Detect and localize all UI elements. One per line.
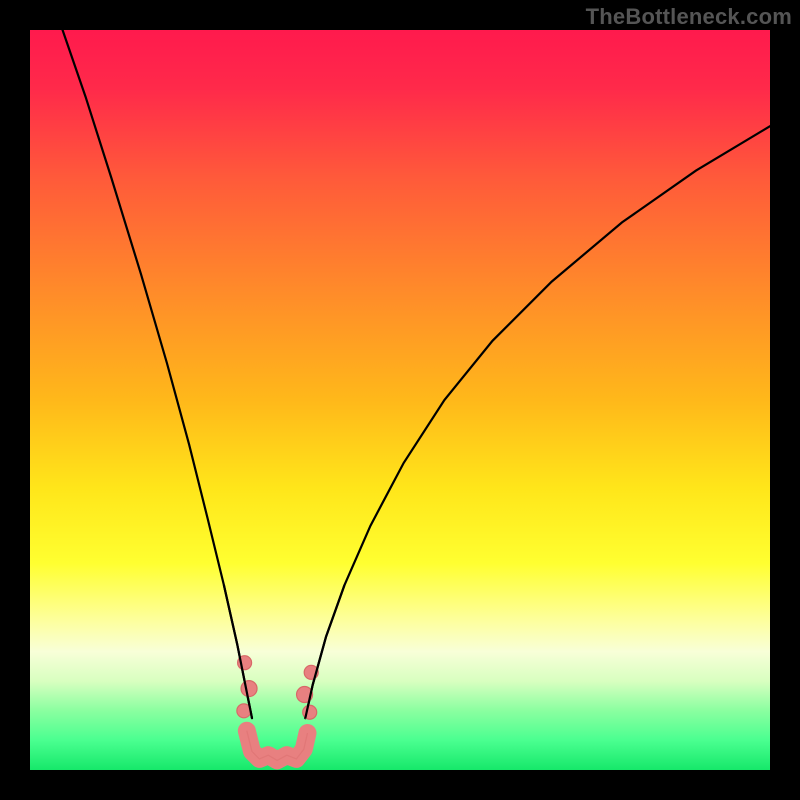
plot-area xyxy=(30,30,770,770)
curve-bump xyxy=(241,681,257,697)
chart-container: TheBottleneck.com xyxy=(0,0,800,800)
chart-svg xyxy=(0,0,800,800)
watermark-text: TheBottleneck.com xyxy=(586,4,792,30)
